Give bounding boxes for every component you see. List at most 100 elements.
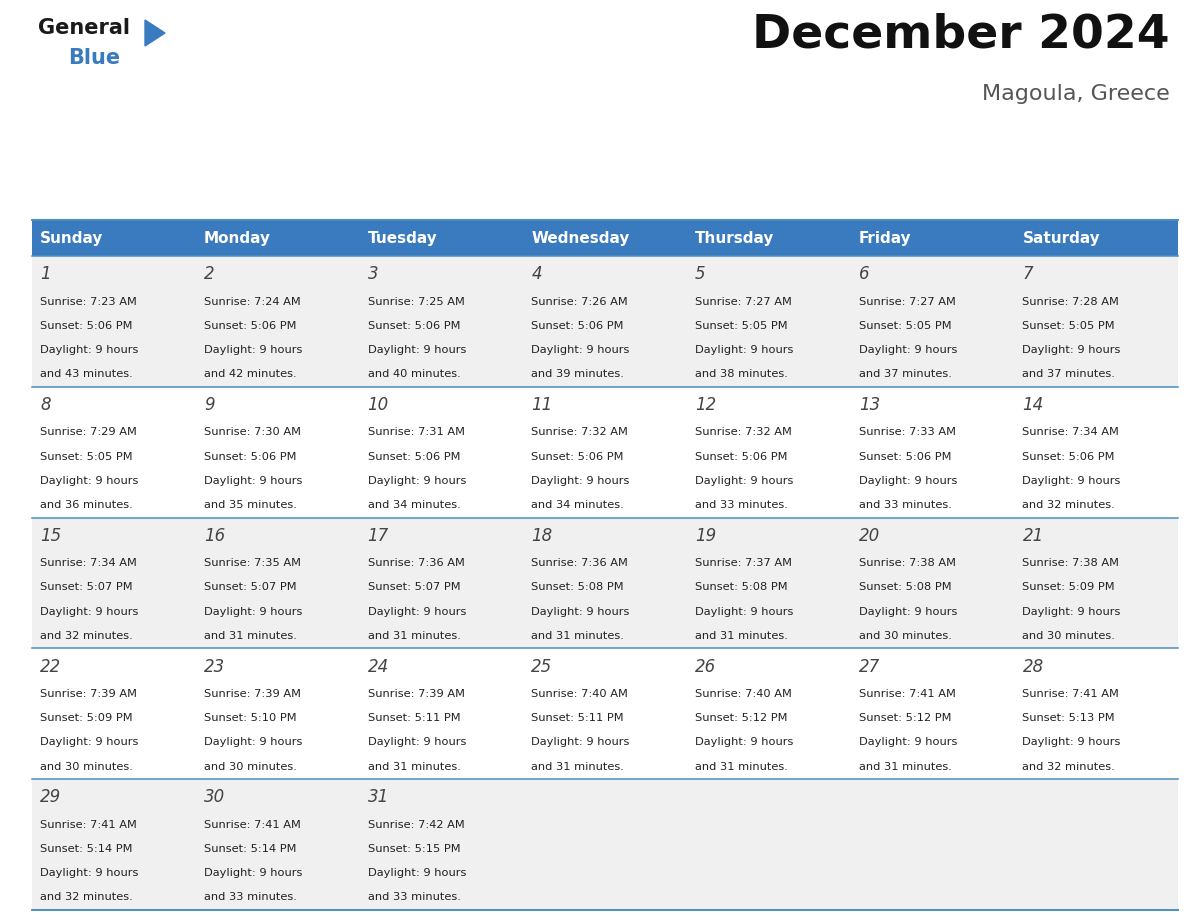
Bar (523, 220, 687, 256)
Text: and 31 minutes.: and 31 minutes. (695, 631, 788, 641)
Text: Daylight: 9 hours: Daylight: 9 hours (367, 476, 466, 486)
Text: and 32 minutes.: and 32 minutes. (1023, 500, 1116, 509)
Text: Daylight: 9 hours: Daylight: 9 hours (1023, 476, 1120, 486)
Text: Sunrise: 7:32 AM: Sunrise: 7:32 AM (695, 428, 792, 437)
Text: and 38 minutes.: and 38 minutes. (695, 369, 788, 379)
Text: Sunrise: 7:29 AM: Sunrise: 7:29 AM (40, 428, 137, 437)
Text: 26: 26 (695, 657, 716, 676)
Text: Sunrise: 7:41 AM: Sunrise: 7:41 AM (859, 688, 955, 699)
Text: Sunset: 5:09 PM: Sunset: 5:09 PM (1023, 582, 1116, 592)
Text: Sunset: 5:08 PM: Sunset: 5:08 PM (695, 582, 788, 592)
Text: Sunset: 5:12 PM: Sunset: 5:12 PM (695, 713, 788, 723)
Text: 29: 29 (40, 789, 62, 806)
Text: Sunset: 5:07 PM: Sunset: 5:07 PM (40, 582, 133, 592)
Text: Sunrise: 7:25 AM: Sunrise: 7:25 AM (367, 297, 465, 307)
Text: and 37 minutes.: and 37 minutes. (1023, 369, 1116, 379)
Bar (32, 779, 1178, 910)
Text: Sunset: 5:05 PM: Sunset: 5:05 PM (695, 320, 788, 330)
Text: Daylight: 9 hours: Daylight: 9 hours (204, 345, 302, 355)
Text: 25: 25 (531, 657, 552, 676)
Text: Daylight: 9 hours: Daylight: 9 hours (367, 737, 466, 747)
Text: Monday: Monday (204, 230, 271, 245)
Text: and 33 minutes.: and 33 minutes. (204, 892, 297, 902)
Text: Daylight: 9 hours: Daylight: 9 hours (695, 737, 794, 747)
Text: 2: 2 (204, 265, 215, 283)
Text: Daylight: 9 hours: Daylight: 9 hours (859, 737, 958, 747)
Bar (360, 220, 523, 256)
Text: Sunset: 5:08 PM: Sunset: 5:08 PM (531, 582, 624, 592)
Text: Sunset: 5:06 PM: Sunset: 5:06 PM (1023, 452, 1116, 462)
Text: Sunrise: 7:24 AM: Sunrise: 7:24 AM (204, 297, 301, 307)
Bar (851, 220, 1015, 256)
Text: 16: 16 (204, 527, 226, 544)
Text: Sunset: 5:06 PM: Sunset: 5:06 PM (531, 320, 624, 330)
Text: Sunset: 5:11 PM: Sunset: 5:11 PM (531, 713, 624, 723)
Text: 13: 13 (859, 396, 880, 414)
Text: 11: 11 (531, 396, 552, 414)
Text: Sunrise: 7:27 AM: Sunrise: 7:27 AM (859, 297, 955, 307)
Text: 28: 28 (1023, 657, 1044, 676)
Text: Sunrise: 7:35 AM: Sunrise: 7:35 AM (204, 558, 301, 568)
Text: Sunrise: 7:40 AM: Sunrise: 7:40 AM (695, 688, 792, 699)
Text: Daylight: 9 hours: Daylight: 9 hours (695, 345, 794, 355)
Text: 22: 22 (40, 657, 62, 676)
Bar (196, 220, 360, 256)
Bar (32, 256, 1178, 386)
Text: Daylight: 9 hours: Daylight: 9 hours (1023, 737, 1120, 747)
Text: Daylight: 9 hours: Daylight: 9 hours (40, 607, 139, 617)
Text: 9: 9 (204, 396, 215, 414)
Text: and 31 minutes.: and 31 minutes. (531, 631, 624, 641)
Bar (32, 648, 1178, 779)
Text: 21: 21 (1023, 527, 1044, 544)
Text: 8: 8 (40, 396, 51, 414)
Text: 20: 20 (859, 527, 880, 544)
Text: and 30 minutes.: and 30 minutes. (204, 762, 297, 771)
Text: Sunset: 5:05 PM: Sunset: 5:05 PM (40, 452, 133, 462)
Text: and 40 minutes.: and 40 minutes. (367, 369, 461, 379)
Text: Saturday: Saturday (1023, 230, 1100, 245)
Text: and 34 minutes.: and 34 minutes. (531, 500, 624, 509)
Text: 4: 4 (531, 265, 542, 283)
Text: and 31 minutes.: and 31 minutes. (695, 762, 788, 771)
Text: Daylight: 9 hours: Daylight: 9 hours (695, 607, 794, 617)
Text: 1: 1 (40, 265, 51, 283)
Text: Sunset: 5:14 PM: Sunset: 5:14 PM (40, 844, 133, 854)
Text: Daylight: 9 hours: Daylight: 9 hours (367, 345, 466, 355)
Text: Sunrise: 7:39 AM: Sunrise: 7:39 AM (367, 688, 465, 699)
Polygon shape (145, 20, 165, 46)
Text: 3: 3 (367, 265, 378, 283)
Text: 6: 6 (859, 265, 870, 283)
Text: Sunrise: 7:27 AM: Sunrise: 7:27 AM (695, 297, 792, 307)
Text: and 32 minutes.: and 32 minutes. (1023, 762, 1116, 771)
Text: Daylight: 9 hours: Daylight: 9 hours (859, 476, 958, 486)
Text: and 33 minutes.: and 33 minutes. (859, 500, 952, 509)
Text: and 35 minutes.: and 35 minutes. (204, 500, 297, 509)
Text: Sunday: Sunday (40, 230, 103, 245)
Text: Sunrise: 7:31 AM: Sunrise: 7:31 AM (367, 428, 465, 437)
Text: and 31 minutes.: and 31 minutes. (367, 631, 461, 641)
Text: and 31 minutes.: and 31 minutes. (859, 762, 952, 771)
Text: Sunset: 5:06 PM: Sunset: 5:06 PM (367, 320, 460, 330)
Text: Daylight: 9 hours: Daylight: 9 hours (859, 607, 958, 617)
Text: and 33 minutes.: and 33 minutes. (695, 500, 788, 509)
Text: Daylight: 9 hours: Daylight: 9 hours (40, 476, 139, 486)
Text: Sunrise: 7:37 AM: Sunrise: 7:37 AM (695, 558, 792, 568)
Text: and 43 minutes.: and 43 minutes. (40, 369, 133, 379)
Text: and 33 minutes.: and 33 minutes. (367, 892, 461, 902)
Text: and 30 minutes.: and 30 minutes. (859, 631, 952, 641)
Text: 18: 18 (531, 527, 552, 544)
Text: Sunrise: 7:28 AM: Sunrise: 7:28 AM (1023, 297, 1119, 307)
Text: Daylight: 9 hours: Daylight: 9 hours (1023, 607, 1120, 617)
Text: Sunset: 5:07 PM: Sunset: 5:07 PM (204, 582, 297, 592)
Text: Sunrise: 7:38 AM: Sunrise: 7:38 AM (1023, 558, 1119, 568)
Text: Sunrise: 7:39 AM: Sunrise: 7:39 AM (40, 688, 137, 699)
Text: Sunrise: 7:30 AM: Sunrise: 7:30 AM (204, 428, 301, 437)
Text: 10: 10 (367, 396, 388, 414)
Text: Daylight: 9 hours: Daylight: 9 hours (531, 476, 630, 486)
Text: Sunrise: 7:39 AM: Sunrise: 7:39 AM (204, 688, 301, 699)
Text: and 31 minutes.: and 31 minutes. (367, 762, 461, 771)
Text: and 36 minutes.: and 36 minutes. (40, 500, 133, 509)
Text: Daylight: 9 hours: Daylight: 9 hours (204, 476, 302, 486)
Text: Sunrise: 7:32 AM: Sunrise: 7:32 AM (531, 428, 628, 437)
Text: 12: 12 (695, 396, 716, 414)
